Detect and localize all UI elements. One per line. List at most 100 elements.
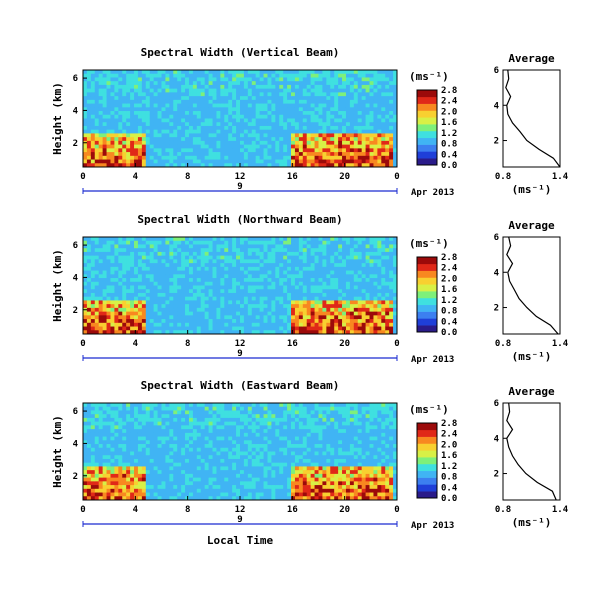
heatmap-cell — [279, 304, 283, 308]
heatmap-cell — [322, 96, 326, 100]
heatmap-cell — [118, 282, 122, 286]
heatmap-cell — [326, 319, 330, 323]
heatmap-cell — [193, 252, 197, 256]
y-tick-label: 2 — [73, 306, 78, 316]
heatmap-cell — [146, 470, 150, 474]
heatmap-cell — [228, 293, 232, 297]
heatmap-cell — [165, 308, 169, 312]
heatmap-cell — [373, 237, 377, 241]
heatmap-cell — [275, 133, 279, 137]
heatmap-cell — [334, 85, 338, 89]
heatmap-cell — [232, 104, 236, 108]
heatmap-cell — [173, 74, 177, 78]
heatmap-cell — [319, 319, 323, 323]
heatmap-cell — [126, 81, 130, 85]
heatmap-cell — [228, 152, 232, 156]
heatmap-cell — [232, 274, 236, 278]
heatmap-cell — [381, 319, 385, 323]
heatmap-cell — [248, 137, 252, 141]
heatmap-cell — [162, 455, 166, 459]
heatmap-cell — [169, 485, 173, 489]
heatmap-cell — [110, 96, 114, 100]
heatmap-cell — [377, 312, 381, 316]
heatmap-cell — [220, 115, 224, 119]
heatmap-cell — [126, 410, 130, 414]
heatmap-cell — [373, 152, 377, 156]
heatmap-cell — [220, 104, 224, 108]
heatmap-cell — [295, 156, 299, 160]
heatmap-cell — [209, 74, 213, 78]
heatmap-cell — [114, 81, 118, 85]
heatmap-cell — [162, 474, 166, 478]
heatmap-cell — [205, 244, 209, 248]
heatmap-cell — [358, 323, 362, 327]
heatmap-cell — [236, 126, 240, 130]
heatmap-cell — [244, 77, 248, 81]
heatmap-cell — [389, 85, 393, 89]
x-tick-label: 8 — [185, 172, 190, 182]
heatmap-cell — [279, 126, 283, 130]
heatmap-cell — [122, 107, 126, 111]
heatmap-cell — [146, 115, 150, 119]
heatmap-cell — [189, 77, 193, 81]
heatmap-cell — [338, 70, 342, 74]
heatmap-cell — [83, 152, 87, 156]
heatmap-cell — [322, 133, 326, 137]
heatmap-cell — [287, 137, 291, 141]
heatmap-cell — [346, 263, 350, 267]
heatmap-cell — [162, 300, 166, 304]
heatmap-cell — [158, 130, 162, 134]
heatmap-cell — [362, 137, 366, 141]
heatmap-cell — [91, 455, 95, 459]
heatmap-cell — [373, 327, 377, 331]
heatmap-cell — [99, 437, 103, 441]
heatmap-cell — [158, 315, 162, 319]
heatmap-cell — [87, 141, 91, 145]
heatmap-cell — [224, 308, 228, 312]
heatmap-cell — [322, 160, 326, 164]
heatmap-cell — [95, 259, 99, 263]
heatmap-cell — [299, 126, 303, 130]
heatmap-cell — [165, 293, 169, 297]
heatmap-cell — [216, 130, 220, 134]
heatmap-cell — [150, 89, 154, 93]
heatmap-cell — [154, 271, 158, 275]
heatmap-cell — [330, 319, 334, 323]
heatmap-cell — [240, 160, 244, 164]
heatmap-cell — [244, 137, 248, 141]
heatmap-cell — [236, 263, 240, 267]
heatmap-cell — [216, 100, 220, 104]
heatmap-cell — [260, 74, 264, 78]
heatmap-cell — [373, 122, 377, 126]
heatmap-cell — [134, 111, 138, 115]
heatmap-cell — [267, 141, 271, 145]
heatmap-cell — [370, 74, 374, 78]
heatmap-cell — [95, 81, 99, 85]
heatmap-cell — [134, 70, 138, 74]
heatmap-cell — [287, 248, 291, 252]
heatmap-cell — [283, 312, 287, 316]
heatmap-cell — [303, 107, 307, 111]
heatmap-cell — [130, 104, 134, 108]
heatmap-cell — [142, 252, 146, 256]
heatmap-cell — [224, 107, 228, 111]
heatmap-cell — [130, 425, 134, 429]
heatmap-cell — [169, 470, 173, 474]
heatmap-cell — [95, 130, 99, 134]
heatmap-cell — [165, 481, 169, 485]
heatmap-cell — [287, 126, 291, 130]
heatmap-cell — [322, 126, 326, 130]
date-month-label: Apr 2013 — [411, 355, 454, 365]
heatmap-cell — [114, 271, 118, 275]
heatmap-cell — [256, 241, 260, 245]
heatmap-cell — [189, 237, 193, 241]
heatmap-cell — [146, 437, 150, 441]
heatmap-cell — [252, 130, 256, 134]
heatmap-cell — [114, 70, 118, 74]
heatmap-cell — [279, 107, 283, 111]
heatmap-cell — [126, 137, 130, 141]
heatmap-cell — [158, 119, 162, 123]
heatmap-cell — [256, 141, 260, 145]
heatmap-cell — [103, 137, 107, 141]
heatmap-cell — [232, 74, 236, 78]
